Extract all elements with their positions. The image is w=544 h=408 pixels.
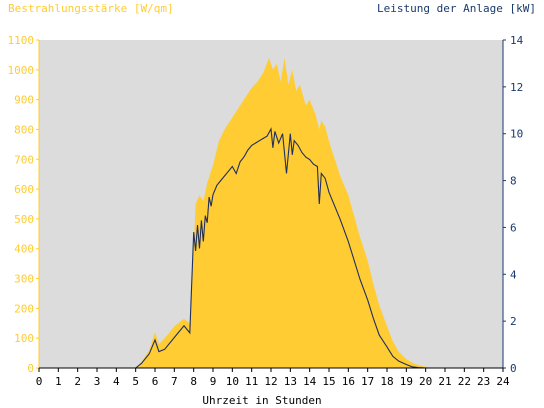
x-tick-label: 22 (458, 375, 471, 388)
x-tick-label: 0 (36, 375, 43, 388)
right-tick-label: 14 (510, 34, 524, 47)
x-tick-label: 5 (132, 375, 139, 388)
x-tick-label: 13 (284, 375, 297, 388)
x-tick-label: 1 (55, 375, 62, 388)
left-axis-title: Bestrahlungsstärke [W/qm] (8, 2, 174, 15)
left-tick-label: 900 (14, 94, 34, 107)
right-tick-label: 0 (510, 362, 517, 375)
right-tick-label: 4 (510, 268, 517, 281)
x-tick-label: 10 (226, 375, 239, 388)
x-tick-label: 6 (152, 375, 159, 388)
x-tick-label: 24 (496, 375, 510, 388)
left-tick-label: 800 (14, 123, 34, 136)
left-tick-label: 600 (14, 183, 34, 196)
axes-layer: 0100200300400500600700800900100011000246… (8, 34, 524, 388)
x-tick-label: 11 (245, 375, 258, 388)
x-tick-label: 8 (190, 375, 197, 388)
left-tick-label: 700 (14, 153, 34, 166)
left-tick-label: 1100 (8, 34, 35, 47)
x-tick-label: 20 (419, 375, 432, 388)
x-tick-label: 16 (342, 375, 355, 388)
left-tick-label: 1000 (8, 64, 35, 77)
x-tick-label: 21 (438, 375, 451, 388)
series-irradiance-area (39, 57, 503, 369)
left-tick-label: 100 (14, 332, 34, 345)
right-tick-label: 6 (510, 221, 517, 234)
right-tick-label: 2 (510, 315, 517, 328)
x-tick-label: 14 (303, 375, 317, 388)
left-tick-label: 500 (14, 213, 34, 226)
x-tick-label: 2 (74, 375, 81, 388)
x-tick-label: 23 (477, 375, 490, 388)
x-axis-title: Uhrzeit in Stunden (202, 394, 321, 407)
left-tick-label: 0 (27, 362, 34, 375)
x-tick-label: 15 (322, 375, 335, 388)
series-power-line (39, 127, 503, 369)
right-axis-title: Leistung der Anlage [kW] (377, 2, 536, 15)
x-tick-label: 12 (264, 375, 277, 388)
left-tick-label: 200 (14, 302, 34, 315)
x-tick-label: 4 (113, 375, 120, 388)
right-tick-label: 8 (510, 175, 517, 188)
series-layer (39, 57, 503, 369)
x-tick-label: 19 (400, 375, 413, 388)
right-tick-label: 10 (510, 128, 523, 141)
x-tick-label: 18 (380, 375, 393, 388)
x-tick-label: 9 (210, 375, 217, 388)
left-tick-label: 300 (14, 273, 34, 286)
left-tick-label: 400 (14, 243, 34, 256)
x-tick-label: 17 (361, 375, 374, 388)
x-tick-label: 7 (171, 375, 178, 388)
right-tick-label: 12 (510, 81, 523, 94)
x-tick-label: 3 (94, 375, 101, 388)
